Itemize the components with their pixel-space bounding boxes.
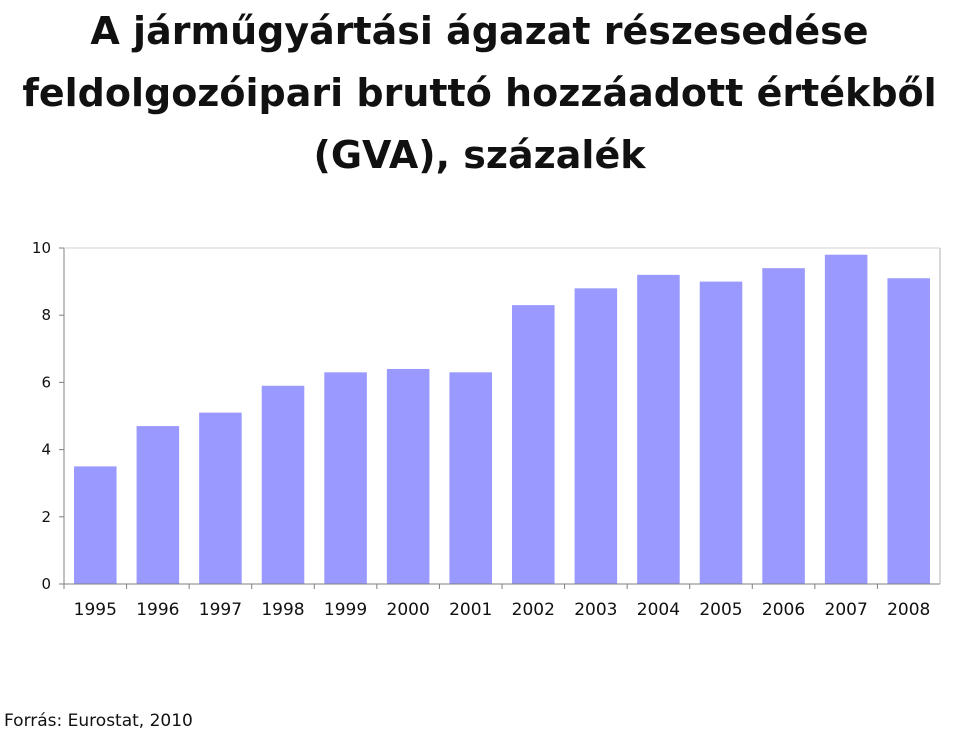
x-tick-label-2000: 2000 xyxy=(387,600,430,620)
x-tick-label-2007: 2007 xyxy=(825,600,868,620)
y-tick-label-4: 4 xyxy=(41,441,51,459)
x-tick-label-1999: 1999 xyxy=(324,600,367,620)
x-tick-label-2006: 2006 xyxy=(762,600,805,620)
x-tick-label-2001: 2001 xyxy=(449,600,492,620)
chart-title-line-2: feldolgozóipari bruttó hozzáadott értékb… xyxy=(22,71,937,115)
y-tick-label-6: 6 xyxy=(41,373,51,391)
source-note: Forrás: Eurostat, 2010 xyxy=(4,711,193,731)
x-tick-label-1995: 1995 xyxy=(74,600,117,620)
bar-2003 xyxy=(574,288,618,584)
bars-group xyxy=(74,254,930,584)
x-tick-label-2008: 2008 xyxy=(887,600,930,620)
x-axis-labels: 1995 1996 1997 1998 1999 2000 2001 2002 2003 2004… xyxy=(74,600,931,620)
x-tick-label-2003: 2003 xyxy=(574,600,617,620)
x-tick-label-2005: 2005 xyxy=(699,600,742,620)
chart-title-line-3: (GVA), százalék xyxy=(313,133,646,177)
bar-1996 xyxy=(136,426,180,584)
bar-2004 xyxy=(637,274,680,584)
x-tick-label-1997: 1997 xyxy=(199,600,242,620)
bar-1999 xyxy=(324,372,367,584)
bar-1998 xyxy=(261,385,305,584)
x-tick-label-2004: 2004 xyxy=(637,600,680,620)
y-tick-label-10: 10 xyxy=(32,239,51,257)
bar-1997 xyxy=(199,412,242,584)
y-axis-ticks: 0 2 4 6 8 10 xyxy=(32,239,64,593)
axes-group xyxy=(63,247,941,589)
y-tick-label-2: 2 xyxy=(41,508,51,526)
bar-2001 xyxy=(449,372,492,584)
bar-2005 xyxy=(699,281,743,584)
chart-title: A járműgyártási ágazat részesedése feldo… xyxy=(0,0,959,186)
bar-2002 xyxy=(512,305,555,584)
bar-2000 xyxy=(386,368,430,584)
bar-2008 xyxy=(887,278,930,584)
x-tick-label-1996: 1996 xyxy=(136,600,179,620)
x-tick-label-2002: 2002 xyxy=(512,600,555,620)
x-tick-label-1998: 1998 xyxy=(261,600,304,620)
y-tick-label-8: 8 xyxy=(41,306,51,324)
bar-2006 xyxy=(762,268,805,584)
chart-title-line-1: A járműgyártási ágazat részesedése xyxy=(90,9,869,53)
bar-1995 xyxy=(74,466,117,584)
y-tick-label-0: 0 xyxy=(41,575,51,593)
bar-2007 xyxy=(824,254,868,584)
